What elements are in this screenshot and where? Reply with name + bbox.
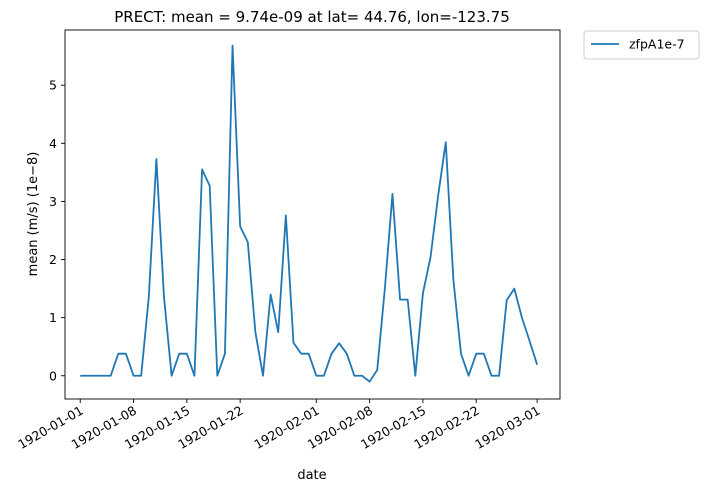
- series-line-0: [80, 44, 539, 383]
- y-tick-label: 1: [49, 310, 57, 325]
- chart-title: PRECT: mean = 9.74e-09 at lat= 44.76, lo…: [114, 8, 510, 26]
- y-tick-label: 0: [49, 368, 57, 383]
- x-tick-label: 1920-03-01: [472, 403, 542, 452]
- legend-label: zfpA1e-7: [629, 37, 685, 52]
- series-layer: [80, 44, 539, 383]
- y-axis-label: mean (m/s) (1e−8): [26, 152, 41, 277]
- plot-area: [64, 29, 561, 400]
- legend: zfpA1e-7: [583, 30, 700, 60]
- y-tick-label: 2: [49, 252, 57, 267]
- x-axis-label: date: [297, 468, 326, 483]
- y-tick-label: 4: [49, 136, 57, 151]
- y-tick-label: 5: [49, 78, 57, 93]
- legend-box: [583, 30, 700, 60]
- y-tick-label: 3: [49, 194, 57, 209]
- x-axis: 1920-01-011920-01-081920-01-151920-01-22…: [15, 399, 543, 452]
- y-axis: 0 1 2 3 4 5: [49, 78, 65, 383]
